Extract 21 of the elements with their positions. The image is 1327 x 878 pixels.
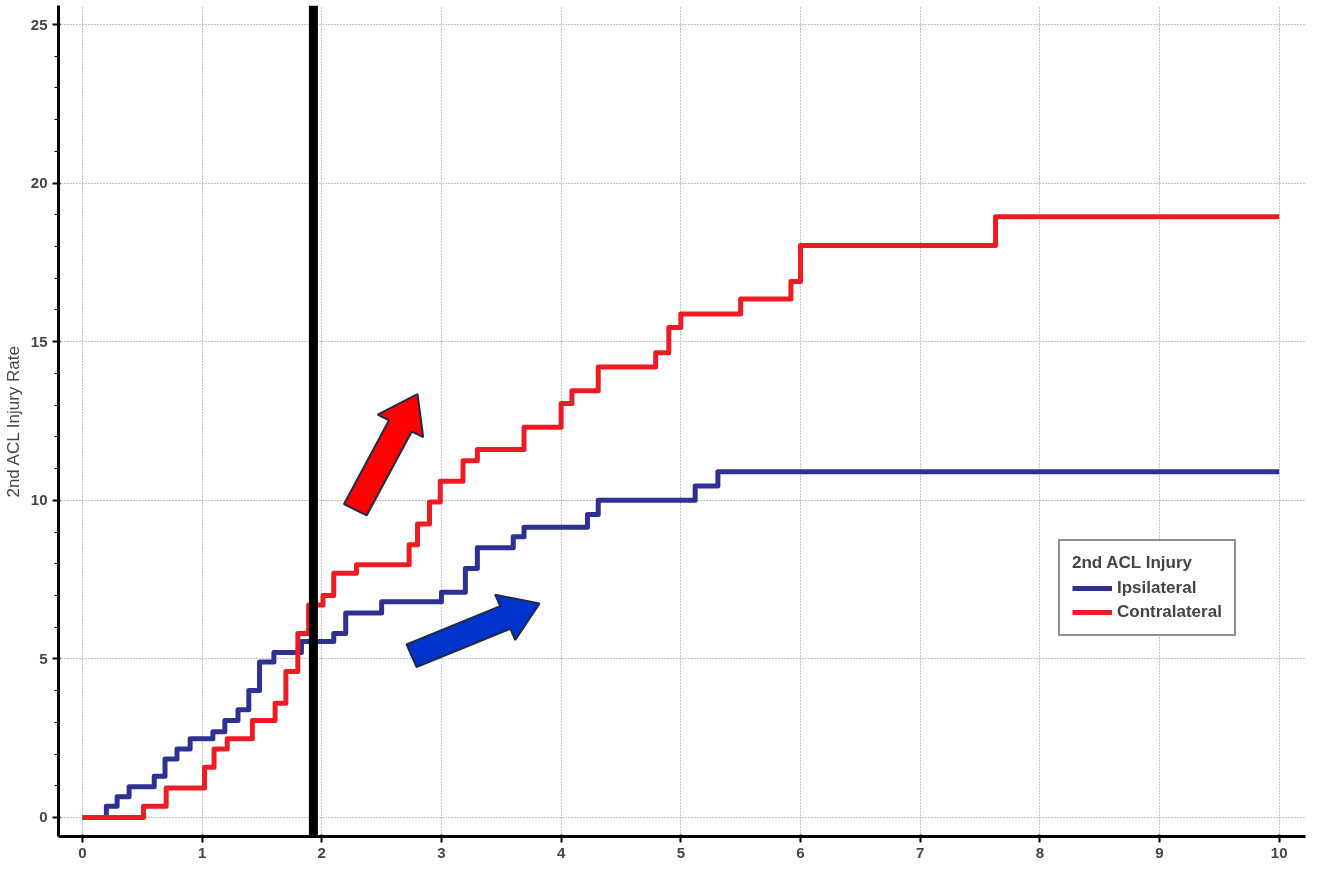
y-tick-label: 0: [39, 808, 48, 826]
x-tick-label: 6: [796, 843, 805, 861]
x-tick-label: 9: [1155, 843, 1164, 861]
x-tick-label: 3: [437, 843, 446, 861]
x-tick-label: 2: [317, 843, 326, 861]
y-tick-label: 5: [39, 649, 48, 667]
y-tick-label: 10: [30, 491, 48, 509]
x-tick-label: 4: [556, 843, 566, 861]
legend-label: Contralateral: [1117, 602, 1222, 622]
x-tick-label: 7: [915, 843, 925, 861]
y-tick-label: 25: [30, 15, 48, 33]
x-tick-label: 8: [1035, 843, 1044, 861]
y-axis-title: 2nd ACL Injury Rate: [3, 346, 23, 498]
x-tick-label: 5: [676, 843, 685, 861]
y-tick-label: 20: [30, 174, 48, 192]
y-tick-label: 15: [30, 332, 48, 350]
legend-label: Ipsilateral: [1117, 578, 1197, 598]
x-tick-label: 1: [197, 843, 207, 861]
x-tick-label: 0: [78, 843, 87, 861]
legend-title: 2nd ACL Injury: [1072, 553, 1193, 573]
x-tick-label: 10: [1270, 843, 1288, 861]
